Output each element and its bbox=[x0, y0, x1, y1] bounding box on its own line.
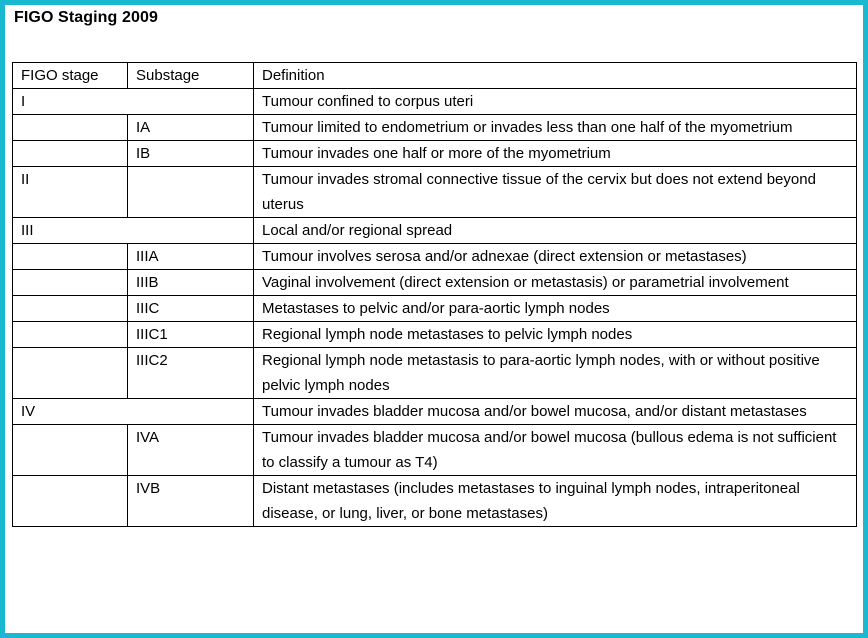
definition-cell: Tumour invades bladder mucosa and/or bow… bbox=[253, 424, 857, 476]
stage-cell bbox=[12, 243, 128, 270]
substage-cell: IIIB bbox=[127, 269, 254, 296]
definition-cell: Tumour invades bladder mucosa and/or bow… bbox=[253, 398, 857, 425]
substage-cell: IVB bbox=[127, 475, 254, 527]
table-row: IA Tumour limited to endometrium or invad… bbox=[12, 114, 857, 141]
table-row: IB Tumour invades one half or more of the… bbox=[12, 140, 857, 167]
substage-cell: IA bbox=[127, 114, 254, 141]
header-figo-stage: FIGO stage bbox=[12, 62, 128, 89]
table-row: I Tumour confined to corpus uteri bbox=[12, 88, 857, 115]
table-row: IV Tumour invades bladder mucosa and/or b… bbox=[12, 398, 857, 425]
substage-cell: IIIA bbox=[127, 243, 254, 270]
stage-cell bbox=[12, 321, 128, 348]
stage-cell: IV bbox=[12, 398, 254, 425]
definition-cell: Tumour involves serosa and/or adnexae (d… bbox=[253, 243, 857, 270]
stage-cell: III bbox=[12, 217, 254, 244]
table-row: IIIC2 Regional lymph node metastasis to p… bbox=[12, 347, 857, 399]
table-row: IVA Tumour invades bladder mucosa and/or … bbox=[12, 424, 857, 476]
definition-cell: Local and/or regional spread bbox=[253, 217, 857, 244]
table-row: IVB Distant metastases (includes metastas… bbox=[12, 475, 857, 527]
definition-cell: Vaginal involvement (direct extension or… bbox=[253, 269, 857, 296]
page-title: FIGO Staging 2009 bbox=[14, 9, 158, 26]
stage-cell: II bbox=[12, 166, 128, 218]
definition-cell: Regional lymph node metastasis to para-a… bbox=[253, 347, 857, 399]
stage-cell bbox=[12, 140, 128, 167]
substage-cell: IIIC bbox=[127, 295, 254, 322]
substage-cell: IVA bbox=[127, 424, 254, 476]
definition-cell: Metastases to pelvic and/or para-aortic … bbox=[253, 295, 857, 322]
substage-cell: IB bbox=[127, 140, 254, 167]
table-row: IIIC1 Regional lymph node metastases to p… bbox=[12, 321, 857, 348]
definition-cell: Tumour invades one half or more of the m… bbox=[253, 140, 857, 167]
substage-cell: IIIC2 bbox=[127, 347, 254, 399]
table-row: IIIC Metastases to pelvic and/or para-aor… bbox=[12, 295, 857, 322]
stage-cell bbox=[12, 424, 128, 476]
stage-cell bbox=[12, 114, 128, 141]
stage-cell: I bbox=[12, 88, 254, 115]
header-substage: Substage bbox=[127, 62, 254, 89]
stage-cell bbox=[12, 269, 128, 296]
table-header-row: FIGO stage Substage Definition bbox=[12, 62, 857, 89]
definition-cell: Tumour invades stromal connective tissue… bbox=[253, 166, 857, 218]
definition-cell: Tumour confined to corpus uteri bbox=[253, 88, 857, 115]
header-definition: Definition bbox=[253, 62, 857, 89]
table-row: III Local and/or regional spread bbox=[12, 217, 857, 244]
substage-cell bbox=[127, 166, 254, 218]
stage-cell bbox=[12, 475, 128, 527]
table-row: II Tumour invades stromal connective tiss… bbox=[12, 166, 857, 218]
stage-cell bbox=[12, 347, 128, 399]
figo-staging-table: FIGO stage Substage Definition I Tumour c… bbox=[12, 62, 857, 527]
table-row: IIIA Tumour involves serosa and/or adnexa… bbox=[12, 243, 857, 270]
definition-cell: Regional lymph node metastases to pelvic… bbox=[253, 321, 857, 348]
table-row: IIIB Vaginal involvement (direct extensio… bbox=[12, 269, 857, 296]
definition-cell: Tumour limited to endometrium or invades… bbox=[253, 114, 857, 141]
stage-cell bbox=[12, 295, 128, 322]
table-body: I Tumour confined to corpus uteri IA Tumour… bbox=[12, 88, 857, 527]
definition-cell: Distant metastases (includes metastases … bbox=[253, 475, 857, 527]
substage-cell: IIIC1 bbox=[127, 321, 254, 348]
